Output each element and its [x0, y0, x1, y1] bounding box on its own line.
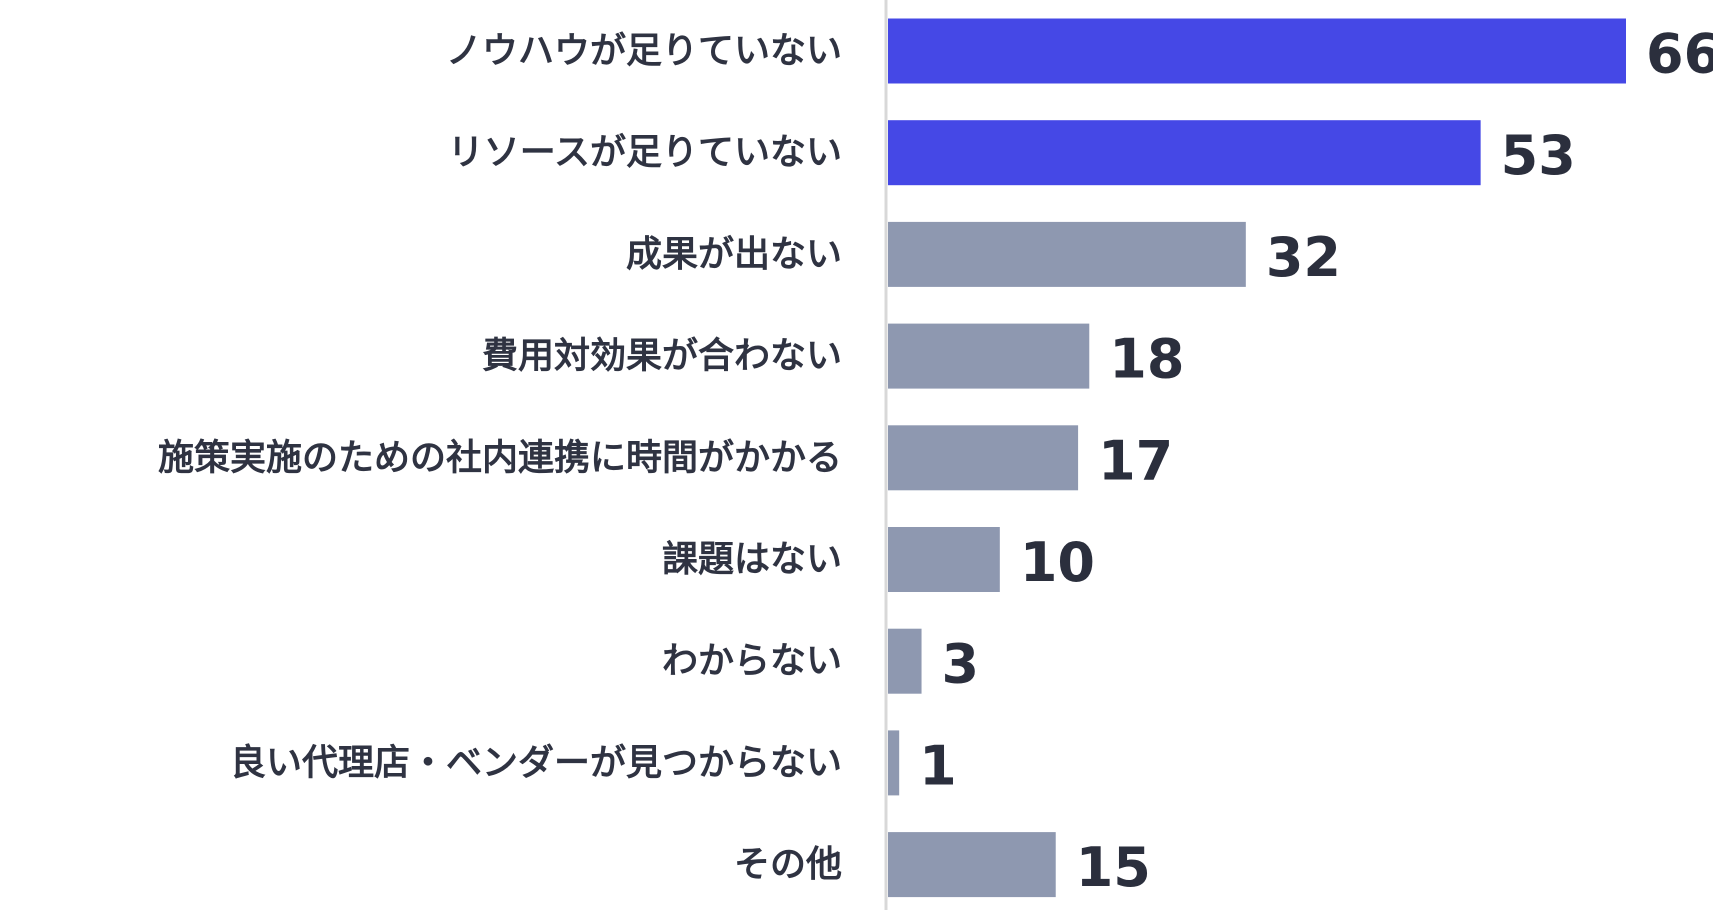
category-label-5: 施策実施のための社内連携に時間がかかる	[158, 437, 842, 478]
category-label-4: 費用対効果が合わない	[482, 336, 842, 377]
bar-4	[888, 323, 1090, 389]
bar-8	[888, 730, 900, 796]
bars-group	[888, 18, 1626, 898]
value-label-8: 1	[919, 734, 957, 797]
bar-3	[888, 221, 1246, 287]
bar-5	[888, 425, 1079, 491]
category-label-2: リソースが足りていない	[448, 132, 842, 173]
value-label-9: 15	[1076, 836, 1151, 899]
bar-9	[888, 832, 1056, 898]
value-label-7: 3	[942, 633, 980, 696]
value-label-3: 32	[1266, 226, 1341, 289]
category-label-9: その他	[734, 844, 842, 885]
category-label-3: 成果が出ない	[626, 234, 842, 275]
category-label-6: 課題はない	[662, 539, 842, 580]
bar-7	[888, 628, 922, 694]
value-label-6: 10	[1020, 531, 1095, 594]
category-label-1: ノウハウが足りていない	[446, 31, 842, 72]
bar-2	[888, 120, 1481, 186]
category-labels-group: ノウハウが足りていないリソースが足りていない成果が出ない費用対効果が合わない施策…	[158, 31, 842, 886]
value-label-2: 53	[1501, 124, 1576, 187]
value-label-4: 18	[1109, 328, 1184, 391]
category-label-8: 良い代理店・ベンダーが見つからない	[230, 742, 842, 783]
bar-6	[888, 527, 1000, 592]
bar-1	[888, 18, 1626, 84]
value-label-5: 17	[1098, 429, 1173, 492]
category-label-7: わからない	[662, 641, 842, 682]
value-label-1: 66	[1646, 23, 1713, 86]
